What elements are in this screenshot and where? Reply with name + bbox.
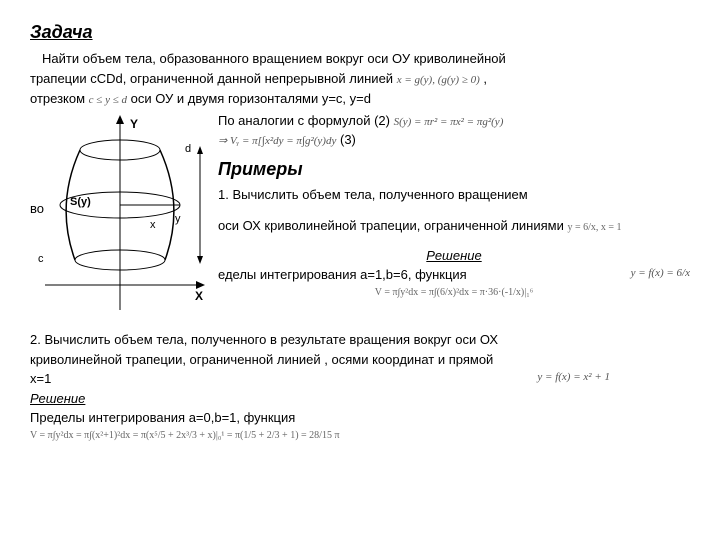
examples-heading: Примеры [218, 157, 690, 181]
analogy-line2: ⇒ Vᵧ = π[∫x²dy = π∫g²(y)dy (3) [218, 131, 690, 149]
ex1-limits-formula: y = f(x) = 6/x [631, 266, 690, 281]
intro-line3b: оси ОУ и двумя горизонталями у=с, у=d [131, 91, 371, 106]
analogy-line1: По аналогии с формулой (2) S(y) = πr² = … [218, 112, 690, 130]
analogy-text: По аналогии с формулой (2) [218, 113, 394, 128]
intro-formula1: x = g(y), (g(y) ≥ 0) [397, 74, 480, 86]
svg-text:x: x [150, 219, 156, 231]
rotation-diagram: Y X d c S(y) y x [30, 110, 210, 330]
intro-line3a: отрезком [30, 91, 89, 106]
intro-line2b: , [483, 71, 487, 86]
analogy-formula-s: S(y) = πr² = πx² = πg²(y) [394, 116, 504, 128]
svg-text:X: X [195, 289, 203, 303]
ex2-line3: х=1 y = f(x) = x² + 1 [30, 370, 690, 388]
intro-line2: трапеции cCDd, ограниченной данной непре… [30, 70, 690, 88]
ex1-around: во [30, 200, 50, 218]
intro-line3: отрезком c ≤ y ≤ d оси ОУ и двумя горизо… [30, 90, 690, 108]
ex2-solution-label: Решение [30, 391, 85, 406]
analogy-integral: ⇒ Vᵧ = π[∫x²dy = π∫g²(y)dy [218, 135, 336, 147]
intro-line1: Найти объем тела, образованного вращение… [30, 50, 690, 68]
ex2-line1: 2. Вычислить объем тела, полученного в р… [30, 331, 690, 349]
ex2-inline-formula: y = f(x) = x² + 1 [537, 370, 610, 385]
analogy-num: (3) [340, 132, 356, 147]
ex2-line2-text: криволинейной трапеции, ограниченной лин… [30, 352, 493, 367]
svg-text:Y: Y [130, 117, 138, 131]
ex2-line2: криволинейной трапеции, ограниченной лин… [30, 351, 690, 369]
ex2-integral: V = π∫y²dx = π∫(x²+1)²dx = π(x⁵/5 + 2x³/… [30, 429, 690, 443]
ex2-x1: х=1 [30, 371, 51, 386]
ex1-line2-formula: y = 6/x, x = 1 [567, 222, 621, 233]
svg-text:d: d [185, 143, 191, 155]
page-title: Задача [30, 20, 690, 44]
svg-text:y: y [175, 213, 181, 225]
ex1-limits: еделы интегрирования a=1,b=6, функция y … [218, 266, 690, 284]
svg-text:S(y): S(y) [70, 196, 91, 208]
svg-text:c: c [38, 253, 44, 265]
ex1-limits-text: еделы интегрирования a=1,b=6, функция [218, 267, 467, 282]
ex1-axis: оси ОХ криволинейной трапеции, ограничен… [218, 218, 564, 233]
ex1-solution-label: Решение [426, 248, 481, 263]
ex1-integral: V = π∫y²dx = π∫(6/x)²dx = π·36·(-1/x)|₁⁶ [218, 286, 690, 300]
intro-formula2: c ≤ y ≤ d [89, 94, 127, 106]
ex1-line1: 1. Вычислить объем тела, полученного вра… [218, 186, 690, 204]
ex2-limits: Пределы интегрирования а=0,b=1, функция [30, 409, 690, 427]
ex1-line2: оси ОХ криволинейной трапеции, ограничен… [218, 217, 690, 235]
intro-line2a: трапеции cCDd, ограниченной данной непре… [30, 71, 397, 86]
